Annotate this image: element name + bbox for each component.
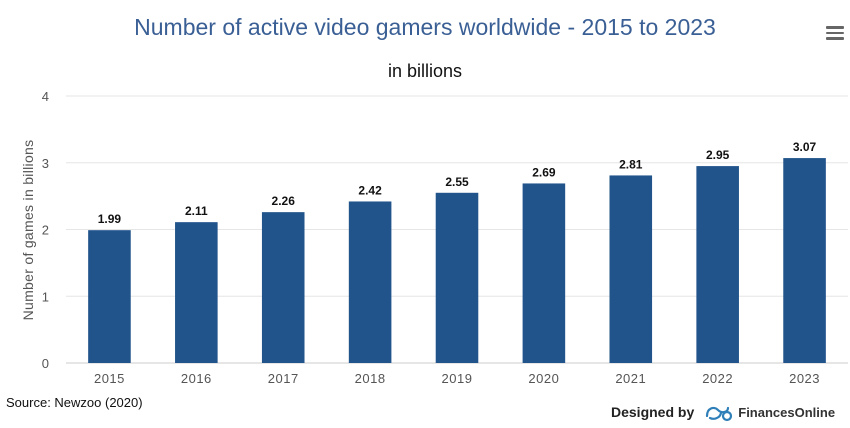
bar-value-label: 2.26 <box>272 194 296 208</box>
designed-by: Designed by FinancesOnline <box>611 402 835 422</box>
y-tick-label: 0 <box>42 356 49 371</box>
y-axis-ticks: 0 1 2 3 4 <box>42 89 49 371</box>
x-tick-label: 2015 <box>94 371 125 386</box>
y-tick-label: 4 <box>42 89 49 104</box>
bar <box>261 212 305 363</box>
hamburger-menu-icon[interactable] <box>826 26 844 40</box>
bar <box>783 158 826 363</box>
y-tick-label: 3 <box>42 156 49 171</box>
x-tick-label: 2017 <box>268 371 299 386</box>
bar-value-label: 2.11 <box>185 204 208 218</box>
source-note: Source: Newzoo (2020) <box>6 395 143 410</box>
bar <box>348 201 392 363</box>
x-tick-label: 2018 <box>355 371 386 386</box>
bar <box>696 166 739 363</box>
brand-name: FinancesOnline <box>738 404 836 420</box>
bars <box>88 158 826 363</box>
x-tick-label: 2021 <box>615 371 646 386</box>
bar-value-label: 2.95 <box>706 148 730 162</box>
bar-value-label: 1.99 <box>98 212 122 226</box>
bar <box>88 230 131 363</box>
bar-value-label: 2.81 <box>619 157 643 171</box>
x-tick-label: 2016 <box>181 371 212 386</box>
bar-value-label: 3.07 <box>793 140 817 154</box>
bar <box>175 222 218 363</box>
y-axis-label: Number of games in billions <box>20 140 36 321</box>
x-tick-label: 2023 <box>789 371 820 386</box>
bar-value-labels: 1.99 2.11 2.26 2.42 2.55 2.69 2.81 2.95 3.07 <box>98 140 817 226</box>
designed-by-label: Designed by <box>611 404 695 420</box>
chart-subtitle: in billions <box>387 61 463 81</box>
x-tick-label: 2019 <box>442 371 473 386</box>
x-axis-ticks: 2015 2016 2017 2018 2019 2020 2021 2022 2023 <box>94 371 820 386</box>
bar <box>435 192 479 363</box>
bar-value-label: 2.55 <box>445 175 469 189</box>
x-tick-label: 2020 <box>528 371 559 386</box>
financesonline-logo-icon <box>706 406 733 422</box>
y-tick-label: 1 <box>42 289 49 304</box>
y-tick-label: 2 <box>42 223 49 238</box>
bar-value-label: 2.42 <box>358 183 382 197</box>
x-tick-label: 2022 <box>702 371 733 386</box>
bar <box>522 183 566 363</box>
bar-value-label: 2.69 <box>532 165 556 179</box>
bar <box>609 175 653 363</box>
chart-title: Number of active video gamers worldwide … <box>134 14 716 40</box>
